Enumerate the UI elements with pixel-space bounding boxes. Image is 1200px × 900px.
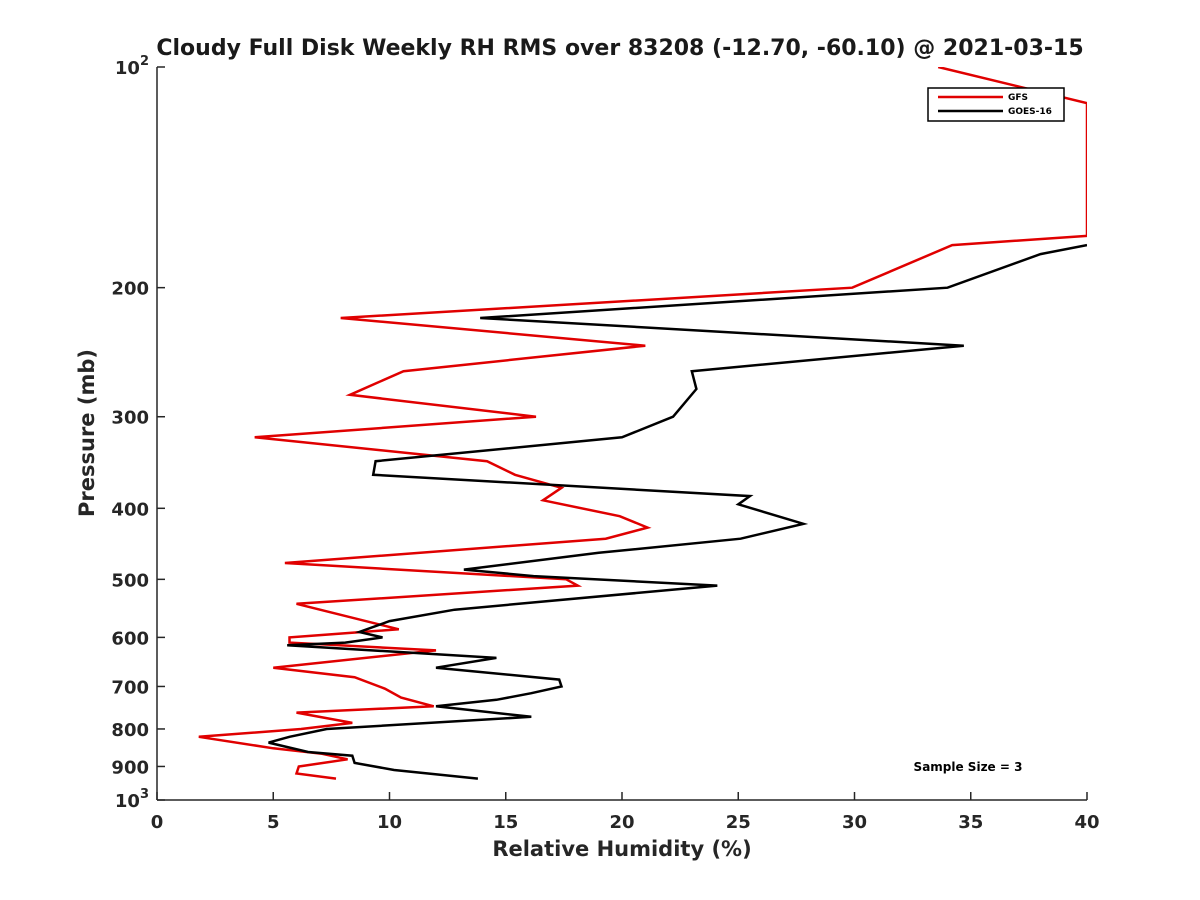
legend-label-goes16: GOES-16 xyxy=(1008,107,1052,117)
y-tick-label: 900 xyxy=(111,757,149,778)
x-tick-label: 0 xyxy=(151,812,164,833)
y-axis-label: Pressure (mb) xyxy=(75,349,99,517)
legend-box xyxy=(927,87,1065,122)
legend-label-gfs: GFS xyxy=(1008,93,1028,103)
y-tick-label: 500 xyxy=(111,570,149,591)
y-tick-label: 103 xyxy=(115,787,149,812)
x-tick-label: 5 xyxy=(267,812,280,833)
series-line-gfs xyxy=(198,67,1087,780)
y-tick-label: 700 xyxy=(111,677,149,698)
sample-size-annotation: Sample Size = 3 xyxy=(914,760,1023,774)
chart-title: Cloudy Full Disk Weekly RH RMS over 8320… xyxy=(156,36,1083,61)
y-tick-label: 300 xyxy=(111,408,149,429)
x-axis-label: Relative Humidity (%) xyxy=(492,837,751,861)
y-axis-ticks: 102 200 300 400 500 600 700 800 900 103 xyxy=(111,54,165,812)
y-tick-label: 800 xyxy=(111,720,149,741)
series-line-goes16 xyxy=(268,243,1087,780)
x-tick-label: 35 xyxy=(958,812,983,833)
x-tick-label: 20 xyxy=(609,812,634,833)
plot-area xyxy=(198,67,1087,780)
y-tick-label: 200 xyxy=(111,279,149,300)
y-tick-label: 102 xyxy=(115,54,149,79)
x-tick-label: 40 xyxy=(1074,812,1099,833)
x-tick-label: 15 xyxy=(493,812,518,833)
y-tick-label: 400 xyxy=(111,499,149,520)
legend: GFS GOES-16 xyxy=(927,87,1065,122)
x-axis-ticks: 0 5 10 15 20 25 30 35 40 xyxy=(151,792,1100,833)
x-tick-label: 25 xyxy=(726,812,751,833)
x-tick-label: 30 xyxy=(842,812,867,833)
x-tick-label: 10 xyxy=(377,812,402,833)
y-tick-label: 600 xyxy=(111,628,149,649)
